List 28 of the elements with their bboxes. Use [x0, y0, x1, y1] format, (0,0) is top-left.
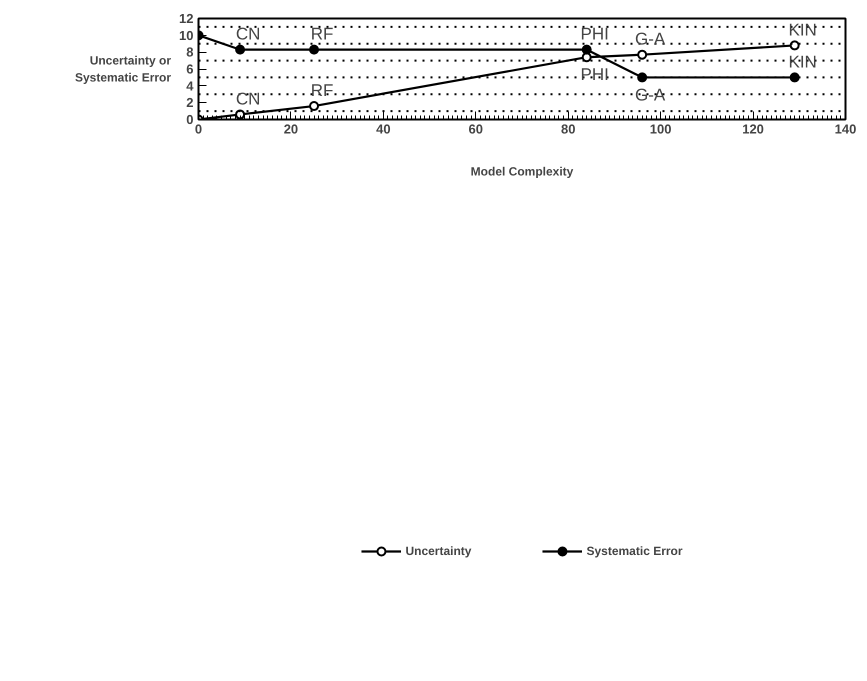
y-tick-label: 8 — [186, 44, 194, 60]
y-tick-label: 12 — [179, 11, 194, 26]
annotation: PHI — [580, 65, 609, 84]
x-tick-label: 80 — [560, 122, 576, 136]
y-tick-label: 10 — [179, 28, 194, 43]
legend-label: Systematic Error — [586, 544, 683, 558]
annotation: CN — [236, 24, 260, 44]
x-axis-title: Model Complexity — [470, 164, 574, 178]
annotation: G-A — [635, 30, 666, 49]
y-tick-label: 0 — [186, 112, 194, 127]
x-tick-label: 20 — [284, 122, 298, 136]
annotation: G-A — [635, 85, 666, 104]
x-tick-label: 60 — [468, 122, 484, 136]
x-tick-label: 40 — [376, 122, 391, 136]
y-tick-label: 4 — [186, 78, 194, 94]
legend-label: Uncertainty — [405, 544, 472, 558]
annotation: PHI — [580, 24, 609, 44]
annotation: RF — [310, 24, 334, 44]
x-tick-label: 100 — [650, 122, 672, 136]
annotation: KIN — [788, 52, 817, 72]
y-axis-title: Uncertainty or Systematic Error — [74, 54, 172, 84]
x-tick-label: 120 — [742, 122, 764, 136]
y-tick-label: 2 — [186, 95, 194, 110]
annotation: RF — [310, 81, 334, 100]
annotation: KIN — [788, 20, 817, 40]
y-tick-label: 6 — [186, 62, 194, 76]
x-tick-label: 140 — [834, 122, 856, 136]
annotation: CN — [236, 89, 260, 108]
